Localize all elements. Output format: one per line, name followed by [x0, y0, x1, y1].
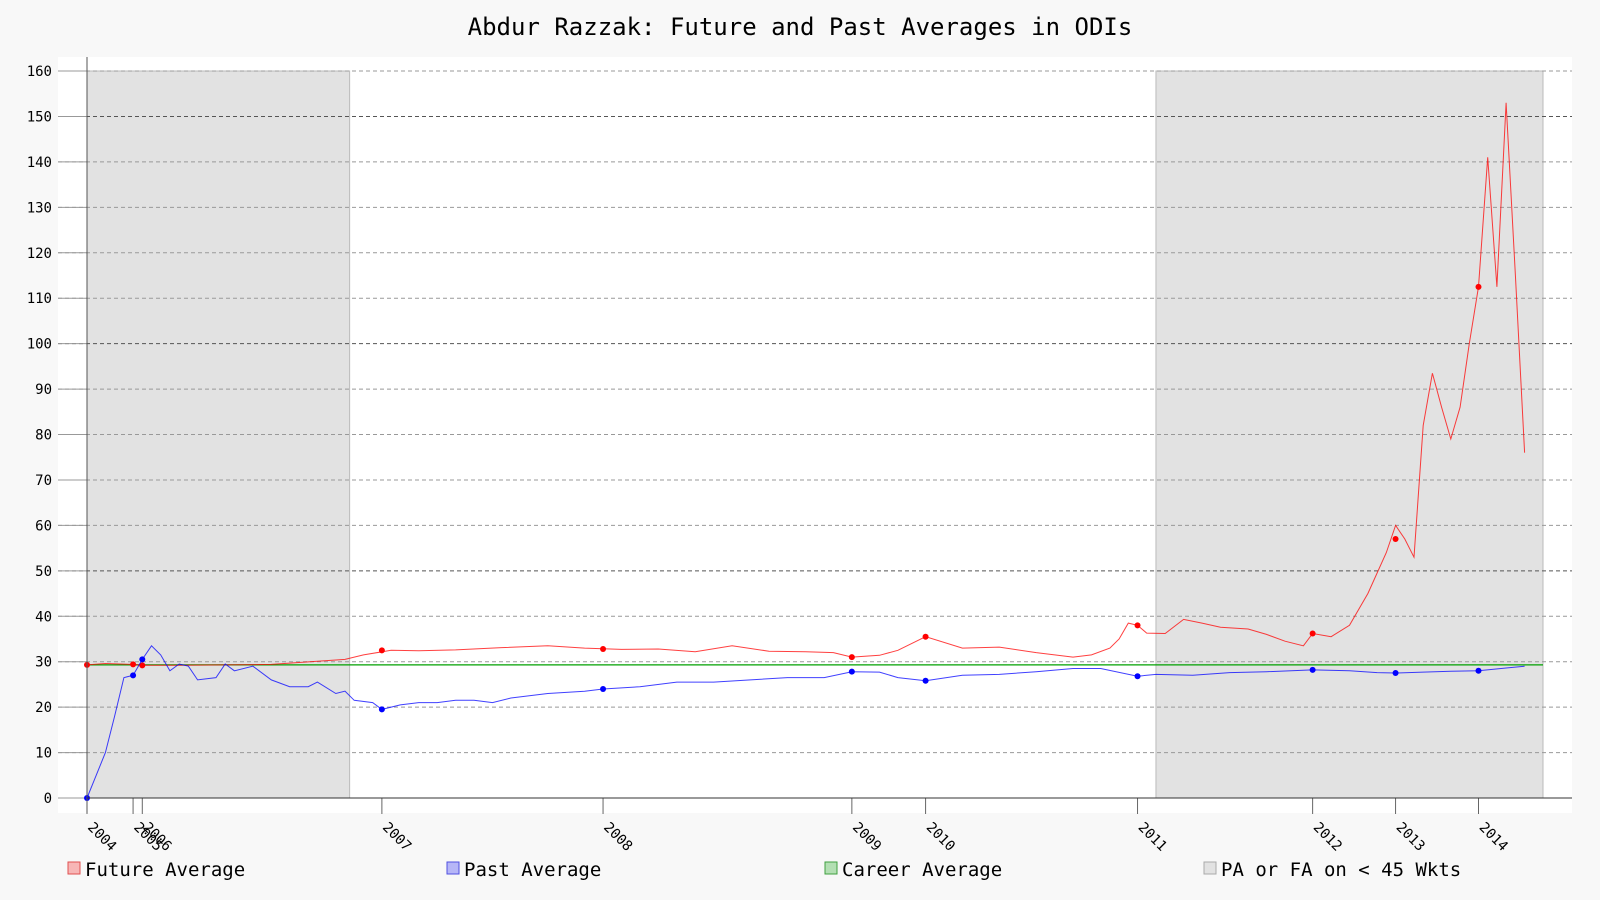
legend: Future Average Past Average Career Avera…: [67, 859, 1461, 881]
series-0-point-8[interactable]: [1309, 630, 1316, 637]
series-0-point-4[interactable]: [600, 645, 607, 652]
x-tick-label-2012: 2012: [1310, 820, 1345, 855]
legend-swatch-career: [824, 861, 838, 875]
legend-item-future[interactable]: Future Average: [67, 859, 245, 881]
x-tick-label-2014: 2014: [1476, 820, 1511, 855]
series-1-point-9[interactable]: [1392, 670, 1399, 677]
series-1-point-8[interactable]: [1309, 666, 1316, 673]
legend-item-career[interactable]: Career Average: [824, 859, 1002, 881]
legend-label-past: Past Average: [464, 859, 601, 881]
y-tick-label-150: 150: [27, 109, 52, 125]
series-1-point-3[interactable]: [378, 706, 385, 713]
legend-item-shaded[interactable]: PA or FA on < 45 Wkts: [1203, 859, 1461, 881]
y-tick-label-70: 70: [35, 473, 52, 489]
legend-swatch-past: [446, 861, 460, 875]
y-tick-label-10: 10: [35, 746, 52, 762]
legend-label-shaded: PA or FA on < 45 Wkts: [1221, 859, 1461, 881]
x-tick-label-2008: 2008: [600, 820, 635, 855]
legend-label-future: Future Average: [85, 859, 245, 881]
legend-swatch-shaded: [1203, 861, 1217, 875]
series-0-point-3[interactable]: [378, 647, 385, 654]
x-tick-label-2007: 2007: [379, 820, 414, 855]
series-1-point-5[interactable]: [848, 668, 855, 675]
series-layer: [84, 102, 1526, 801]
series-1-point-1[interactable]: [130, 672, 137, 679]
y-tick-label-140: 140: [27, 155, 52, 171]
x-tick-label-2004: 2004: [84, 820, 119, 855]
series-0-point-9[interactable]: [1392, 536, 1399, 543]
y-tick-label-80: 80: [35, 428, 52, 444]
chart-title: Abdur Razzak: Future and Past Averages i…: [468, 13, 1133, 41]
y-tick-label-110: 110: [27, 291, 52, 307]
series-0-point-7[interactable]: [1134, 622, 1141, 629]
series-0-point-10[interactable]: [1475, 283, 1482, 290]
series-1-point-4[interactable]: [600, 685, 607, 692]
series-line-0: [86, 102, 1526, 666]
y-tick-label-120: 120: [27, 246, 52, 262]
series-1-point-2[interactable]: [139, 656, 146, 663]
legend-swatch-future: [67, 861, 81, 875]
series-0-point-6[interactable]: [922, 633, 929, 640]
series-line-1: [86, 645, 1525, 799]
y-tick-label-90: 90: [35, 382, 52, 398]
series-0-point-5[interactable]: [848, 654, 855, 661]
x-tick-label-2010: 2010: [923, 820, 958, 855]
y-tick-label-60: 60: [35, 518, 52, 534]
y-tick-label-0: 0: [44, 791, 52, 807]
y-tick-label-40: 40: [35, 609, 52, 625]
series-0-point-2[interactable]: [139, 662, 146, 669]
y-tick-label-50: 50: [35, 564, 52, 580]
series-0-point-1[interactable]: [130, 661, 137, 668]
x-tick-label-2009: 2009: [849, 820, 884, 855]
x-tick-label-2011: 2011: [1135, 820, 1170, 855]
y-tick-label-130: 130: [27, 200, 52, 216]
y-axis-ticks: 0 10 20 30 40 50 60 70 80 90 100 110 120 130 140 150 160: [27, 64, 87, 807]
legend-item-past[interactable]: Past Average: [446, 859, 601, 881]
series-1-point-7[interactable]: [1134, 673, 1141, 680]
y-tick-label-100: 100: [27, 337, 52, 353]
y-tick-label-20: 20: [35, 700, 52, 716]
series-1-point-10[interactable]: [1475, 667, 1482, 674]
y-tick-label-160: 160: [27, 64, 52, 80]
legend-label-career: Career Average: [842, 859, 1002, 881]
y-tick-label-30: 30: [35, 655, 52, 671]
series-1-point-6[interactable]: [922, 677, 929, 684]
x-tick-label-2013: 2013: [1393, 820, 1428, 855]
